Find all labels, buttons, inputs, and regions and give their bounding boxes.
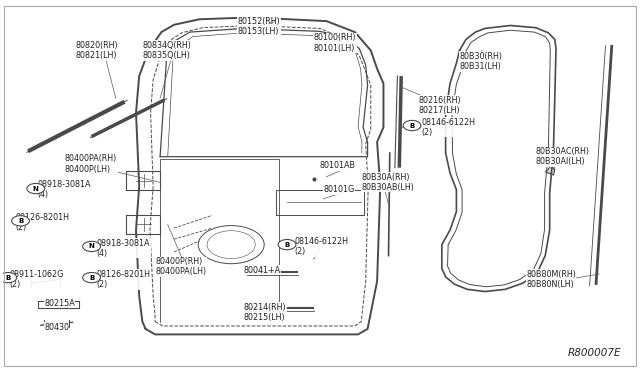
Polygon shape <box>546 166 555 175</box>
Text: N: N <box>89 243 95 250</box>
Text: B: B <box>284 242 290 248</box>
Text: B: B <box>89 275 94 280</box>
Text: 08911-1062G
(2): 08911-1062G (2) <box>9 270 63 289</box>
Text: R800007E: R800007E <box>568 348 621 358</box>
Circle shape <box>83 272 100 283</box>
Text: 80B30(RH)
80B31(LH): 80B30(RH) 80B31(LH) <box>460 52 502 71</box>
Text: 80400P(RH)
80400PA(LH): 80400P(RH) 80400PA(LH) <box>155 257 206 276</box>
Text: 80152(RH)
80153(LH): 80152(RH) 80153(LH) <box>237 17 280 36</box>
Circle shape <box>12 216 29 226</box>
Text: B: B <box>5 275 10 280</box>
Text: 08146-6122H
(2): 08146-6122H (2) <box>422 118 476 137</box>
Circle shape <box>83 241 100 251</box>
Text: 80041+A: 80041+A <box>244 266 281 275</box>
Text: 80101AB: 80101AB <box>320 161 356 170</box>
Text: 80B30AC(RH)
80B30AI(LH): 80B30AC(RH) 80B30AI(LH) <box>536 147 589 166</box>
Text: 80100(RH)
80101(LH): 80100(RH) 80101(LH) <box>314 33 356 53</box>
Text: 08918-3081A
(4): 08918-3081A (4) <box>38 180 91 199</box>
Circle shape <box>27 183 45 194</box>
Text: 80834Q(RH)
80835Q(LH): 80834Q(RH) 80835Q(LH) <box>142 41 191 60</box>
Text: 80B30A(RH)
80B30AB(LH): 80B30A(RH) 80B30AB(LH) <box>361 173 414 192</box>
Circle shape <box>278 240 296 250</box>
Text: 08126-8201H
(2): 08126-8201H (2) <box>15 213 70 232</box>
Text: 08146-6122H
(2): 08146-6122H (2) <box>294 237 349 256</box>
Text: B: B <box>410 122 415 129</box>
Text: 80215A: 80215A <box>44 299 75 308</box>
Text: 80430: 80430 <box>44 323 69 331</box>
Text: 80B80M(RH)
80B80N(LH): 80B80M(RH) 80B80N(LH) <box>526 270 576 289</box>
Text: 80214(RH)
80215(LH): 80214(RH) 80215(LH) <box>244 303 287 322</box>
Circle shape <box>0 272 17 283</box>
Circle shape <box>403 121 421 131</box>
Text: 80101G: 80101G <box>323 185 355 194</box>
Text: 80820(RH)
80821(LH): 80820(RH) 80821(LH) <box>76 41 118 60</box>
Text: B: B <box>18 218 23 224</box>
Text: 08126-8201H
(2): 08126-8201H (2) <box>97 270 150 289</box>
Text: 80216(RH)
80217(LH): 80216(RH) 80217(LH) <box>419 96 461 115</box>
Text: 80400PA(RH)
80400P(LH): 80400PA(RH) 80400P(LH) <box>65 154 117 174</box>
Text: 08918-3081A
(4): 08918-3081A (4) <box>97 238 150 258</box>
Text: N: N <box>33 186 38 192</box>
